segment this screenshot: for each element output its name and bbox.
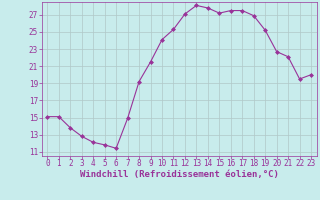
X-axis label: Windchill (Refroidissement éolien,°C): Windchill (Refroidissement éolien,°C) — [80, 170, 279, 179]
